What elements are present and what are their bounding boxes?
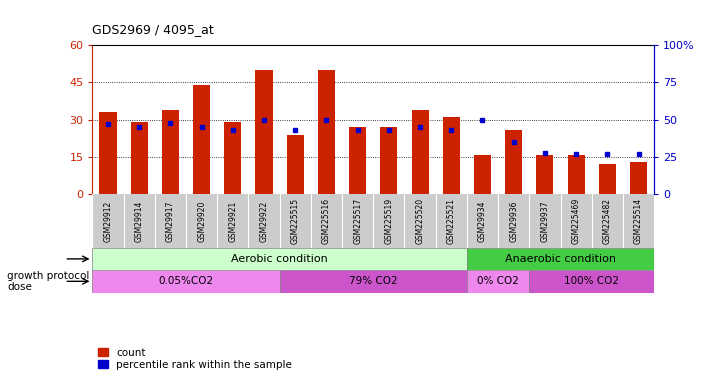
Text: Aerobic condition: Aerobic condition bbox=[231, 254, 328, 264]
Bar bbox=[412, 110, 429, 194]
Text: GSM225519: GSM225519 bbox=[385, 198, 393, 244]
Text: 79% CO2: 79% CO2 bbox=[349, 276, 397, 286]
Text: GSM29937: GSM29937 bbox=[540, 200, 550, 242]
Text: GSM29917: GSM29917 bbox=[166, 200, 175, 242]
Bar bbox=[224, 122, 242, 194]
Bar bbox=[255, 70, 272, 194]
Text: 0.05%CO2: 0.05%CO2 bbox=[159, 276, 213, 286]
Text: GSM29936: GSM29936 bbox=[509, 200, 518, 242]
Text: GSM225516: GSM225516 bbox=[322, 198, 331, 244]
Text: 0% CO2: 0% CO2 bbox=[477, 276, 519, 286]
Text: GSM29921: GSM29921 bbox=[228, 200, 237, 242]
Text: GSM29912: GSM29912 bbox=[104, 200, 112, 242]
Bar bbox=[567, 154, 584, 194]
Text: GDS2969 / 4095_at: GDS2969 / 4095_at bbox=[92, 22, 214, 36]
Text: GSM225515: GSM225515 bbox=[291, 198, 300, 244]
Bar bbox=[380, 127, 397, 194]
Bar bbox=[443, 117, 460, 194]
Bar bbox=[474, 154, 491, 194]
Text: GSM29934: GSM29934 bbox=[478, 200, 487, 242]
Bar bbox=[92, 270, 279, 292]
Bar bbox=[630, 162, 647, 194]
Bar bbox=[599, 165, 616, 194]
Bar bbox=[100, 112, 117, 194]
Bar bbox=[349, 127, 366, 194]
Bar bbox=[162, 110, 179, 194]
Text: GSM225469: GSM225469 bbox=[572, 198, 581, 244]
Text: GSM225517: GSM225517 bbox=[353, 198, 362, 244]
Bar bbox=[193, 85, 210, 194]
Text: Anaerobic condition: Anaerobic condition bbox=[505, 254, 616, 264]
Text: GSM225520: GSM225520 bbox=[416, 198, 424, 244]
Bar bbox=[505, 130, 523, 194]
Bar bbox=[131, 122, 148, 194]
Text: GSM225514: GSM225514 bbox=[634, 198, 643, 244]
Bar bbox=[536, 154, 553, 194]
Text: dose: dose bbox=[7, 282, 32, 292]
Text: growth protocol: growth protocol bbox=[7, 271, 90, 280]
Text: GSM225482: GSM225482 bbox=[603, 198, 611, 244]
Legend: count, percentile rank within the sample: count, percentile rank within the sample bbox=[97, 348, 292, 370]
Text: GSM29914: GSM29914 bbox=[135, 200, 144, 242]
Bar bbox=[287, 135, 304, 194]
Text: 100% CO2: 100% CO2 bbox=[565, 276, 619, 286]
Bar bbox=[92, 248, 467, 270]
Text: GSM225521: GSM225521 bbox=[447, 198, 456, 244]
Bar bbox=[529, 270, 654, 292]
Bar bbox=[467, 248, 654, 270]
Text: GSM29920: GSM29920 bbox=[197, 200, 206, 242]
Text: GSM29922: GSM29922 bbox=[260, 200, 269, 242]
Bar bbox=[467, 270, 529, 292]
Bar bbox=[279, 270, 467, 292]
Bar bbox=[318, 70, 335, 194]
